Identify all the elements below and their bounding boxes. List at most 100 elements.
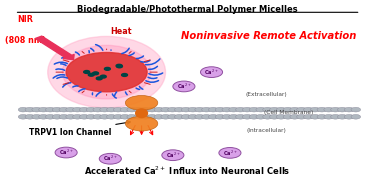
Circle shape: [235, 107, 245, 112]
Circle shape: [141, 114, 150, 119]
Ellipse shape: [136, 109, 147, 118]
Circle shape: [200, 67, 223, 78]
Circle shape: [104, 68, 110, 70]
Circle shape: [310, 114, 320, 119]
Circle shape: [168, 114, 177, 119]
Circle shape: [73, 107, 82, 112]
Text: Noninvasive Remote Activation: Noninvasive Remote Activation: [181, 31, 356, 41]
Circle shape: [229, 114, 239, 119]
Circle shape: [127, 107, 136, 112]
Circle shape: [161, 114, 170, 119]
Text: Ca$^{2+}$: Ca$^{2+}$: [223, 148, 237, 158]
Circle shape: [310, 107, 320, 112]
Circle shape: [120, 114, 130, 119]
Circle shape: [338, 107, 347, 112]
FancyArrow shape: [35, 36, 74, 60]
Circle shape: [100, 107, 109, 112]
Circle shape: [113, 107, 123, 112]
Circle shape: [86, 107, 96, 112]
Circle shape: [317, 114, 327, 119]
Text: (Intracellular): (Intracellular): [247, 128, 287, 133]
Circle shape: [88, 73, 94, 76]
Ellipse shape: [62, 45, 151, 99]
Circle shape: [84, 71, 90, 73]
Circle shape: [317, 107, 327, 112]
Circle shape: [173, 81, 195, 92]
Circle shape: [219, 148, 241, 158]
Text: Ca$^{2+}$: Ca$^{2+}$: [166, 150, 180, 160]
Circle shape: [45, 107, 55, 112]
Circle shape: [283, 107, 293, 112]
Text: (Extracellular): (Extracellular): [246, 92, 288, 97]
Circle shape: [32, 114, 42, 119]
Circle shape: [66, 107, 75, 112]
Text: Ca$^{2+}$: Ca$^{2+}$: [177, 82, 191, 91]
Circle shape: [107, 107, 116, 112]
Circle shape: [18, 114, 28, 119]
Circle shape: [208, 114, 218, 119]
Circle shape: [100, 114, 109, 119]
Circle shape: [188, 114, 198, 119]
Circle shape: [79, 107, 89, 112]
Circle shape: [331, 114, 340, 119]
Text: TRPV1 Ion Channel: TRPV1 Ion Channel: [29, 121, 130, 137]
Circle shape: [127, 114, 136, 119]
Circle shape: [181, 114, 191, 119]
Circle shape: [99, 153, 121, 164]
Circle shape: [96, 77, 102, 80]
Circle shape: [215, 107, 225, 112]
Text: NIR: NIR: [18, 15, 34, 24]
Circle shape: [79, 114, 89, 119]
Circle shape: [122, 74, 127, 76]
Circle shape: [59, 114, 68, 119]
Circle shape: [324, 107, 333, 112]
Circle shape: [134, 114, 143, 119]
Circle shape: [52, 107, 62, 112]
Circle shape: [324, 114, 333, 119]
Text: (808 nm): (808 nm): [5, 36, 46, 45]
Circle shape: [344, 114, 354, 119]
Circle shape: [73, 114, 82, 119]
Circle shape: [338, 114, 347, 119]
Circle shape: [116, 64, 122, 67]
Circle shape: [39, 114, 48, 119]
Circle shape: [351, 114, 361, 119]
Circle shape: [175, 107, 184, 112]
Circle shape: [270, 114, 279, 119]
Circle shape: [297, 114, 306, 119]
Text: Ca$^{2+}$: Ca$^{2+}$: [103, 154, 118, 163]
Circle shape: [256, 114, 265, 119]
Circle shape: [25, 107, 35, 112]
Circle shape: [168, 107, 177, 112]
Circle shape: [45, 114, 55, 119]
Circle shape: [181, 107, 191, 112]
Circle shape: [201, 107, 211, 112]
Circle shape: [66, 53, 147, 92]
Text: Ca$^{2+}$: Ca$^{2+}$: [204, 68, 219, 77]
Circle shape: [32, 107, 42, 112]
Circle shape: [93, 114, 102, 119]
Circle shape: [86, 114, 96, 119]
Circle shape: [270, 107, 279, 112]
Circle shape: [208, 107, 218, 112]
Circle shape: [242, 107, 252, 112]
Circle shape: [162, 150, 184, 161]
Circle shape: [242, 114, 252, 119]
Circle shape: [263, 114, 272, 119]
Circle shape: [39, 107, 48, 112]
Circle shape: [52, 114, 62, 119]
Text: Accelerated Ca$^{2+}$ Influx into Neuronal Cells: Accelerated Ca$^{2+}$ Influx into Neuron…: [84, 164, 291, 177]
Ellipse shape: [48, 36, 166, 108]
Circle shape: [134, 107, 143, 112]
Circle shape: [222, 107, 232, 112]
Circle shape: [175, 114, 184, 119]
Circle shape: [154, 107, 164, 112]
Circle shape: [351, 107, 361, 112]
Circle shape: [297, 107, 306, 112]
Text: (Cell Membrane): (Cell Membrane): [264, 110, 313, 115]
Text: Heat: Heat: [111, 27, 132, 36]
Circle shape: [147, 107, 157, 112]
Circle shape: [116, 65, 122, 68]
Circle shape: [331, 107, 340, 112]
Circle shape: [215, 114, 225, 119]
